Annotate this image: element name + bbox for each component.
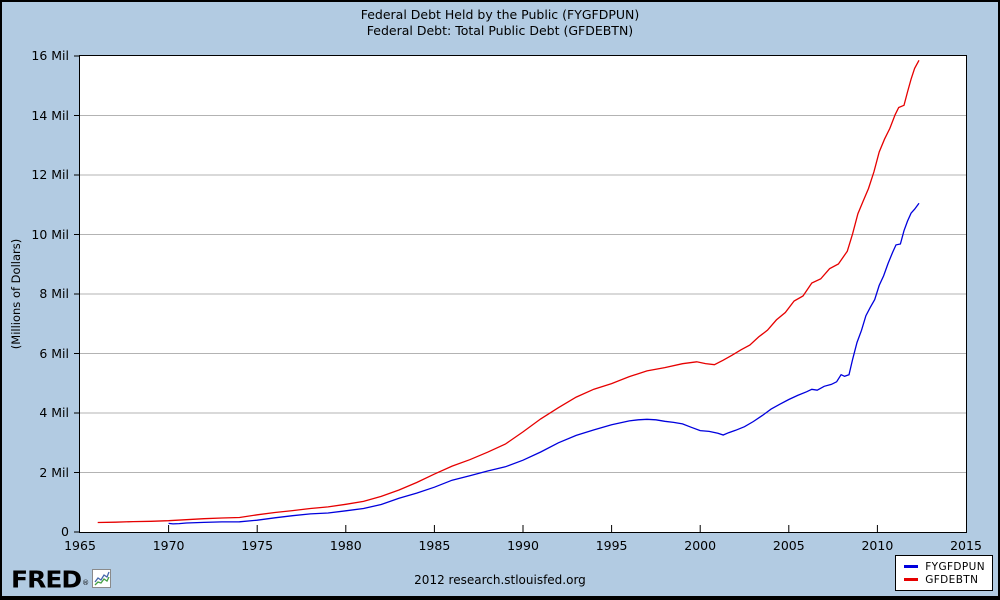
x-axis-tick-labels: 1965 1970 1975 1980 1985 1990 1995 2000 2005 2010…: [64, 536, 982, 556]
plot-area: [74, 55, 967, 533]
x-tick-label: 1975: [241, 538, 274, 553]
plot-svg: [74, 55, 966, 533]
legend: FYGFDPUN GFDEBTN: [895, 555, 993, 591]
y-tick-label: 16 Mil: [31, 48, 69, 63]
y-tick-label: 2 Mil: [39, 464, 69, 480]
footer-source-text: 2012 research.stlouisfed.org: [414, 573, 586, 587]
y-tick-label: 6 Mil: [39, 345, 69, 361]
x-tick-label: 1965: [64, 538, 96, 553]
fred-logo-text: FRED: [11, 566, 82, 593]
x-tick-label: 2015: [950, 538, 982, 553]
legend-row: GFDEBTN: [901, 573, 985, 586]
series-line-gfdebtn: [97, 59, 920, 524]
legend-swatch: [904, 565, 919, 568]
y-tick-label: 4 Mil: [39, 405, 69, 420]
x-tick-label: 2005: [772, 538, 805, 553]
y-tick-label: 0: [61, 524, 69, 539]
x-tick-label: 1985: [418, 538, 451, 553]
x-tick-label: 1995: [595, 538, 628, 553]
chart-title-line-1: Federal Debt Held by the Public (FYGFDPU…: [360, 7, 640, 22]
series-line-fygfdpun: [168, 202, 920, 525]
legend-row: FYGFDPUN: [901, 560, 985, 573]
fred-logo: FRED ®: [11, 566, 112, 593]
x-tick-label: 2000: [684, 538, 717, 553]
chart-title: Federal Debt Held by the Public (FYGFDPU…: [2, 7, 998, 39]
mini-line-chart-icon: [92, 568, 112, 592]
x-tick-label: 1990: [507, 538, 539, 553]
y-tick-label: 12 Mil: [31, 167, 69, 182]
y-tick-label: 10 Mil: [31, 226, 69, 242]
y-tick-label: 14 Mil: [31, 107, 69, 123]
y-tick-label: 8 Mil: [39, 286, 69, 301]
legend-label: FYGFDPUN: [925, 560, 985, 573]
x-tick-label: 1970: [152, 538, 185, 553]
legend-label: GFDEBTN: [925, 573, 979, 586]
registered-trademark-symbol: ®: [82, 579, 90, 587]
chart-title-line-2: Federal Debt: Total Public Debt (GFDEBTN…: [366, 23, 634, 38]
x-tick-label: 1980: [329, 538, 362, 553]
y-axis-tick-labels: 0 2 Mil 4 Mil 6 Mil 8 Mil 10 Mil 12 Mil 14 Mil 1…: [2, 49, 74, 539]
legend-swatch: [904, 578, 919, 581]
x-tick-label: 2010: [861, 538, 894, 553]
